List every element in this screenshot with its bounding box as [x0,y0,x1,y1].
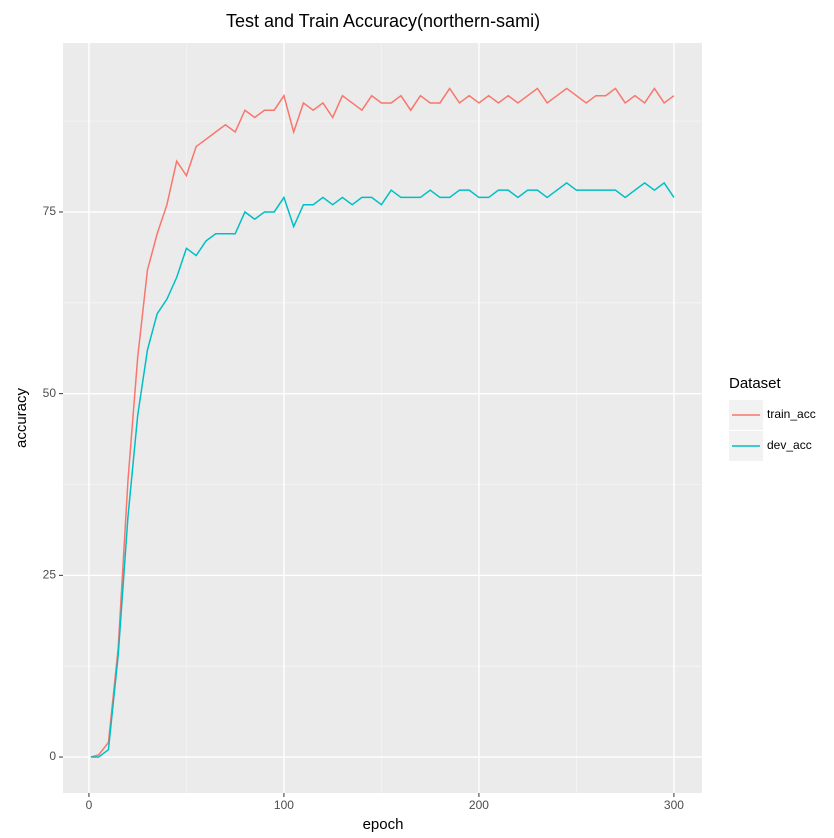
legend-title: Dataset [729,375,782,392]
y-tick-label: 0 [49,749,56,763]
data-line [90,87,675,758]
legend-label: dev_acc [767,438,812,452]
x-tick-label: 300 [664,798,684,812]
x-tick-label: 100 [274,798,294,812]
y-axis-label: accuracy [13,387,30,448]
y-tick-label: 50 [43,386,57,400]
x-tick-label: 0 [86,798,93,812]
x-axis-label: epoch [363,816,404,833]
y-tick-label: 75 [43,204,57,218]
plot-panel [63,43,702,793]
x-tick-label: 200 [469,798,489,812]
y-tick-label: 25 [43,568,57,582]
chart-title: Test and Train Accuracy(northern-sami) [226,11,540,31]
data-line [90,181,675,758]
legend-label: train_acc [767,407,816,421]
